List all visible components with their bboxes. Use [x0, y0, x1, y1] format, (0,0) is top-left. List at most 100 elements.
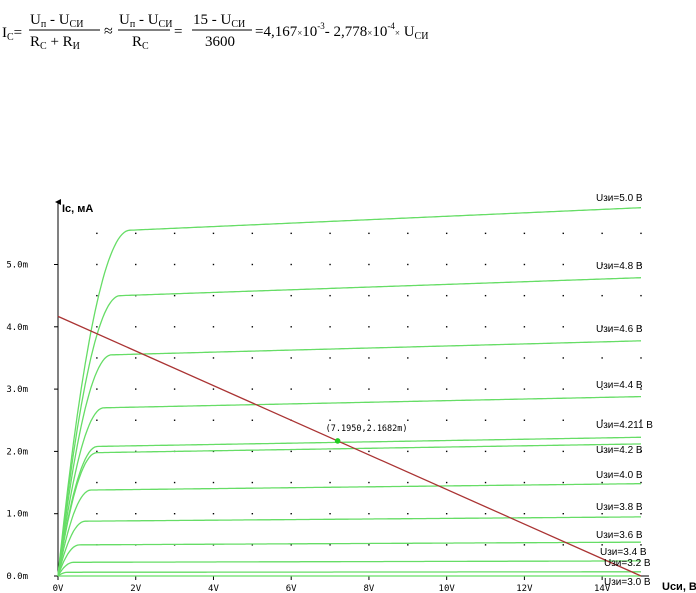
grid-dot: [601, 294, 603, 297]
grid-dot: [251, 419, 254, 421]
grid-dot: [329, 544, 331, 546]
grid-dot: [601, 326, 603, 328]
grid-dot: [640, 294, 642, 297]
grid-dot: [562, 357, 564, 359]
grid-dot: [135, 388, 137, 390]
formula-frac2-numerator: Uп - UСИ: [119, 12, 172, 30]
grid-dot: [329, 419, 331, 421]
grid-dot: [601, 481, 603, 484]
curve-label: Uзи=3.2 В: [604, 558, 651, 569]
grid-dot: [601, 450, 603, 453]
grid-dot: [407, 326, 409, 328]
grid-dot: [96, 513, 98, 515]
grid-dot: [96, 263, 98, 266]
curve-label: Uзи=4.0 В: [596, 470, 643, 481]
grid-dot: [96, 388, 98, 390]
grid-dot: [329, 450, 331, 453]
grid-dot: [368, 450, 370, 453]
curve-3.6: [57, 541, 642, 577]
grid-dot: [212, 326, 215, 328]
grid-dot: [601, 357, 603, 359]
curve-label: Uзи=3.8 В: [596, 502, 643, 513]
grid-dot: [96, 481, 98, 484]
grid-dot: [329, 357, 331, 359]
grid-dot: [96, 419, 98, 421]
x-tick-label: 14V: [594, 584, 611, 593]
grid-dot: [251, 450, 254, 453]
grid-dot: [173, 232, 176, 235]
grid-dot: [523, 232, 526, 235]
load-line: [57, 315, 642, 577]
grid-dot: [484, 388, 487, 390]
labels: Uзи=5.0 В Uзи=4.8 В Uзи=4.6 В Uзи=4.4 В Uзи=…: [326, 193, 654, 588]
curve-label: Uзи=3.6 В: [596, 530, 643, 541]
grid-dot: [96, 294, 98, 297]
load-line-group: [57, 315, 642, 577]
grid-dot: [445, 419, 448, 421]
curve-4.8: [57, 277, 642, 577]
grid-dot: [368, 513, 370, 515]
curve-4.2: [57, 443, 642, 577]
grid-dot: [329, 326, 331, 328]
grid-dot: [445, 513, 448, 515]
grid-dot: [173, 263, 176, 266]
curve-label: Uзи=3.4 В: [600, 547, 647, 558]
grid-dot: [601, 232, 603, 235]
grid-dot: [290, 326, 292, 328]
grid-dot: [368, 232, 370, 235]
grid-dot: [407, 232, 409, 235]
grid-dot: [173, 326, 176, 328]
operating-point-marker: [334, 438, 341, 444]
curve-4.211: [57, 436, 641, 577]
grid-dot: [445, 326, 448, 328]
y-tick-label: 0.0m: [6, 572, 28, 582]
grid-dot: [251, 481, 254, 484]
grid-dot: [484, 263, 487, 266]
grid-dot: [407, 357, 409, 359]
grid-dot: [212, 481, 215, 484]
grid-dot: [523, 419, 526, 421]
grid-dot: [135, 326, 137, 328]
grid-dot: [407, 450, 409, 453]
x-tick-label: 12V: [516, 584, 533, 593]
curve-label: Uзи=4.4 В: [596, 380, 643, 391]
grid-dot: [562, 450, 564, 453]
grid-dot: [407, 294, 409, 297]
grid-dot: [523, 263, 526, 266]
grid-dot: [173, 294, 176, 297]
grid-dot: [135, 419, 137, 421]
grid-dot: [96, 357, 98, 359]
grid-dot: [290, 450, 292, 453]
operating-point-label: (7.1950,2.1682m): [326, 424, 408, 434]
x-tick-label: 4V: [208, 584, 219, 593]
grid-dot: [173, 513, 176, 515]
formula: IC= Uп - UСИ RС + RИ ≈ Uп - UСИ RС = 15 …: [2, 12, 428, 52]
formula-frac3-denominator: 3600: [205, 34, 235, 50]
curve-label: Uзи=4.2 В: [596, 445, 643, 456]
grid-dot: [212, 263, 215, 266]
grid-dot: [445, 232, 448, 235]
grid-dot: [290, 294, 292, 297]
grid-dot: [640, 544, 642, 546]
grid-dot: [368, 419, 370, 421]
grid-dot: [407, 481, 409, 484]
grid-dot: [173, 419, 176, 421]
grid-dot: [407, 419, 409, 421]
grid-dot: [445, 294, 448, 297]
grid-dot: [407, 388, 409, 390]
formula-frac2-denominator: RС: [132, 34, 149, 52]
y-tick-label: 5.0m: [6, 261, 28, 271]
grid-dot: [173, 481, 176, 484]
grid-dot: [407, 263, 409, 266]
grid-dot: [601, 388, 603, 390]
grid-dot: [368, 357, 370, 359]
grid-dot: [290, 544, 292, 546]
formula-lhs: IC=: [2, 25, 22, 43]
grid-dot: [601, 544, 603, 546]
grid-dot: [135, 263, 137, 266]
grid-dot: [251, 294, 254, 297]
grid-dot: [251, 513, 254, 515]
grid-dot: [640, 326, 642, 328]
formula-approx: ≈: [104, 23, 113, 40]
grid-dot: [523, 544, 526, 546]
